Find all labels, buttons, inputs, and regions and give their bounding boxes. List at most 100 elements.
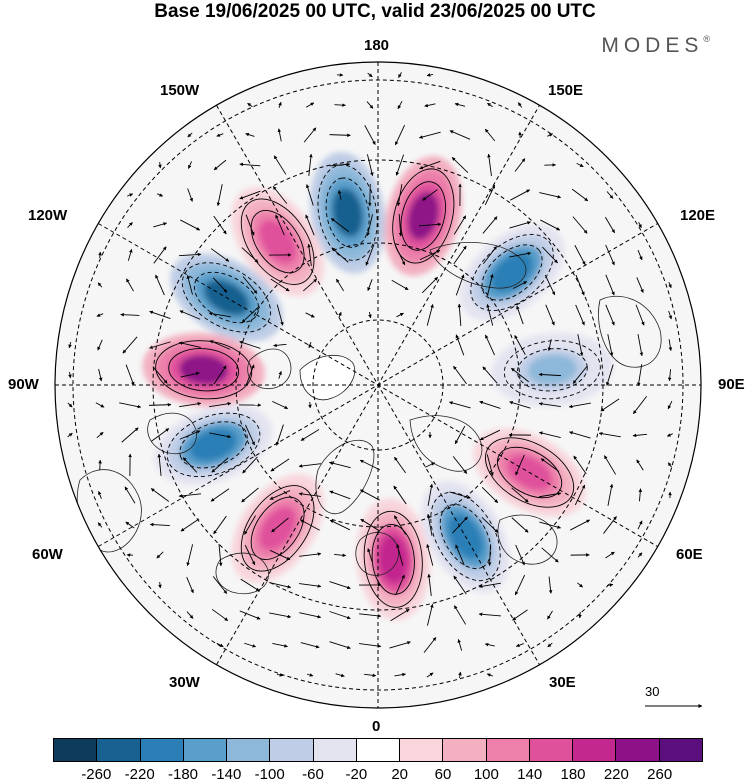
- wind-vector: [153, 222, 167, 228]
- wind-vector: [216, 133, 224, 137]
- wind-vector: [153, 246, 167, 264]
- wind-vector: [457, 303, 462, 327]
- wind-vector: [329, 581, 351, 590]
- wind-vector: [96, 313, 104, 317]
- colorbar-tick-label: 220: [603, 766, 629, 783]
- colorbar-swatch: [140, 739, 184, 761]
- wind-vector: [426, 544, 434, 566]
- wind-vector: [359, 643, 382, 648]
- wind-vector: [212, 277, 228, 293]
- wind-vector: [213, 515, 227, 535]
- brand-text: MODES: [601, 34, 704, 57]
- wind-vector: [636, 277, 644, 293]
- wind-vector: [368, 311, 372, 319]
- wind-vector: [486, 454, 494, 476]
- wind-vector: [158, 581, 162, 589]
- wind-vector: [307, 243, 312, 266]
- wind-vector: [451, 157, 469, 173]
- wind-vector: [632, 433, 648, 438]
- wind-vector: [391, 279, 409, 291]
- wind-vector: [426, 672, 434, 678]
- wind-vector: [540, 219, 561, 231]
- wind-vector: [482, 366, 498, 384]
- wind-vector: [178, 252, 202, 257]
- height-contour: [240, 485, 315, 572]
- wind-vector: [269, 612, 292, 619]
- wind-vector: [298, 492, 321, 497]
- map-border: [54, 61, 702, 709]
- wind-vector: [598, 431, 621, 438]
- wind-vector: [209, 432, 232, 439]
- wind-vector: [179, 402, 202, 408]
- wind-vector: [455, 274, 465, 296]
- colorbar-swatch: [616, 739, 660, 761]
- lon-label-60e: 60E: [676, 546, 703, 563]
- wind-vector: [367, 72, 373, 78]
- graticule: [55, 62, 701, 708]
- height-contour: [166, 412, 261, 478]
- wind-vector: [636, 364, 643, 387]
- wind-vector: [218, 544, 223, 567]
- wind-vector: [97, 522, 103, 528]
- wind-vector: [514, 335, 526, 355]
- colorbar-swatch: [183, 739, 228, 761]
- wind-vector: [337, 189, 342, 200]
- wind-vector: [150, 428, 170, 442]
- wind-vector: [155, 274, 165, 296]
- wind-vector: [271, 517, 289, 533]
- wind-vector: [299, 583, 322, 588]
- anomaly-shading: [527, 354, 577, 385]
- wind-vector: [210, 248, 230, 262]
- wind-vector: [157, 453, 162, 476]
- wind-vector: [208, 311, 231, 318]
- wind-vector: [453, 245, 467, 265]
- wind-vector: [390, 608, 410, 622]
- wind-vector: [395, 154, 405, 176]
- wind-vector: [638, 222, 642, 229]
- wind-vector: [572, 366, 588, 384]
- wind-vector: [486, 303, 494, 326]
- colorbar-swatch: [400, 739, 444, 761]
- colorbar-swatch: [270, 739, 314, 761]
- wind-vector: [211, 457, 229, 473]
- wind-vector: [479, 400, 501, 409]
- wind-vector: [213, 365, 227, 385]
- wind-vector: [426, 603, 434, 626]
- map-background: [55, 62, 701, 708]
- wind-vector: [127, 222, 133, 228]
- wind-vector: [186, 275, 193, 295]
- wind-vector: [122, 336, 138, 354]
- wind-vector: [275, 424, 284, 446]
- wind-vector: [156, 551, 164, 559]
- wind-vector: [241, 247, 259, 263]
- wind-vector: [487, 544, 492, 567]
- lon-label-150w: 150W: [160, 82, 200, 99]
- wind-vector: [605, 244, 615, 266]
- height-contour: [503, 340, 601, 400]
- wind-vector: [575, 304, 585, 326]
- wind-vector: [178, 341, 201, 348]
- wind-vector: [668, 339, 673, 352]
- colorbar-swatch: [313, 739, 357, 761]
- wind-vector: [179, 310, 201, 320]
- wind-vector: [244, 515, 256, 535]
- wind-vector: [516, 305, 524, 325]
- wind-vector: [538, 372, 562, 377]
- colorbar-tick-label: 100: [473, 766, 499, 783]
- wind-vector: [389, 641, 411, 649]
- wind-vector: [422, 189, 438, 201]
- wind-vector: [547, 133, 554, 137]
- wind-vector: [419, 131, 441, 139]
- anomaly-shading: [189, 428, 238, 462]
- wind-vector: [180, 219, 201, 231]
- wind-vector: [479, 429, 501, 441]
- wind-vector: [668, 310, 673, 320]
- wind-vector: [300, 429, 320, 441]
- wind-vector: [573, 455, 587, 475]
- wind-vector: [150, 488, 170, 502]
- wind-vector: [515, 544, 525, 566]
- wind-vector: [396, 544, 404, 566]
- wind-vector: [298, 463, 321, 468]
- wind-vector: [606, 191, 614, 199]
- wind-vector: [539, 491, 562, 498]
